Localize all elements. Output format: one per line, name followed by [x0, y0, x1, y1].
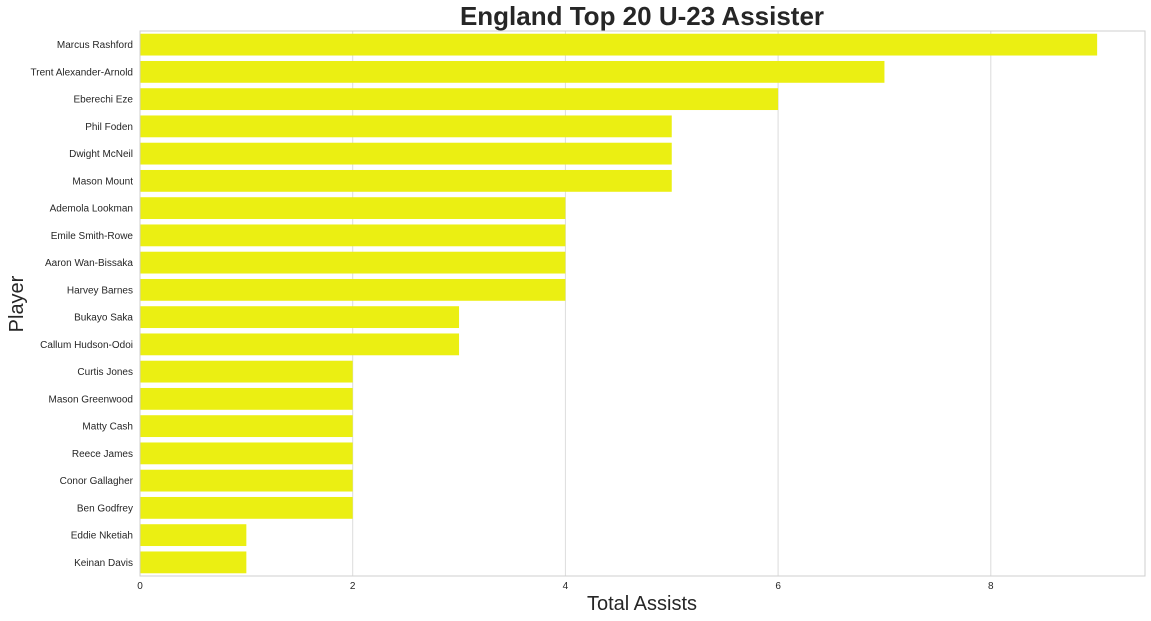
y-tick-labels: Marcus Rashford Trent Alexander-Arnold Ebe… [31, 40, 134, 569]
x-tick-label: 4 [563, 581, 569, 592]
y-tick-label: Dwight McNeil [69, 149, 133, 160]
y-tick-label: Eberechi Eze [74, 95, 134, 106]
x-tick-labels: 0 2 4 6 8 [137, 581, 994, 592]
y-tick-label: Phil Foden [85, 122, 133, 133]
y-tick-label: Ademola Lookman [50, 204, 133, 215]
bars [140, 33, 1098, 574]
y-tick-label: Keinan Davis [74, 558, 133, 569]
bar-callum-hudson-odoi [140, 333, 460, 356]
bar-aaron-wan-bissaka [140, 251, 566, 274]
bar-matty-cash [140, 415, 353, 438]
bar-phil-foden [140, 115, 672, 138]
y-tick-label: Callum Hudson-Odoi [40, 340, 133, 351]
bar-dwight-mcneil [140, 142, 672, 165]
gridlines [139, 31, 992, 576]
bar-curtis-jones [140, 360, 353, 383]
bar-marcus-rashford [140, 33, 1098, 56]
bar-eberechi-eze [140, 88, 779, 111]
y-tick-label: Conor Gallagher [60, 476, 134, 487]
y-tick-label: Eddie Nketiah [71, 531, 133, 542]
y-tick-label: Trent Alexander-Arnold [31, 67, 133, 78]
bar-ademola-lookman [140, 197, 566, 220]
bar-keinan-davis [140, 551, 247, 574]
bar-harvey-barnes [140, 278, 566, 301]
x-tick-label: 2 [350, 581, 356, 592]
plot-frame [139, 30, 1146, 577]
y-tick-label: Mason Greenwood [49, 394, 134, 405]
y-tick-label: Marcus Rashford [57, 40, 133, 51]
y-tick-label: Aaron Wan-Bissaka [45, 258, 133, 269]
bar-bukayo-saka [140, 306, 460, 329]
y-tick-label: Matty Cash [82, 422, 133, 433]
bar-reece-james [140, 442, 353, 465]
y-tick-label: Harvey Barnes [67, 285, 133, 296]
bar-ben-godfrey [140, 496, 353, 519]
bar-conor-gallagher [140, 469, 353, 492]
y-tick-label: Mason Mount [72, 176, 133, 187]
x-tick-label: 6 [775, 581, 781, 592]
y-tick-label: Ben Godfrey [77, 503, 133, 514]
bar-mason-greenwood [140, 387, 353, 410]
y-tick-label: Reece James [72, 449, 133, 460]
y-tick-label: Bukayo Saka [74, 313, 133, 324]
x-tick-label: 8 [988, 581, 994, 592]
x-tick-label: 0 [137, 581, 143, 592]
bar-trent-alexander-arnold [140, 60, 885, 83]
y-tick-label: Curtis Jones [77, 367, 133, 378]
x-axis-label: Total Assists [587, 593, 697, 615]
y-axis-label: Player [6, 275, 28, 332]
bar-emile-smith-rowe [140, 224, 566, 247]
chart-title: England Top 20 U-23 Assister [460, 1, 824, 31]
bar-mason-mount [140, 169, 672, 192]
y-tick-label: Emile Smith-Rowe [51, 231, 134, 242]
bar-eddie-nketiah [140, 524, 247, 547]
